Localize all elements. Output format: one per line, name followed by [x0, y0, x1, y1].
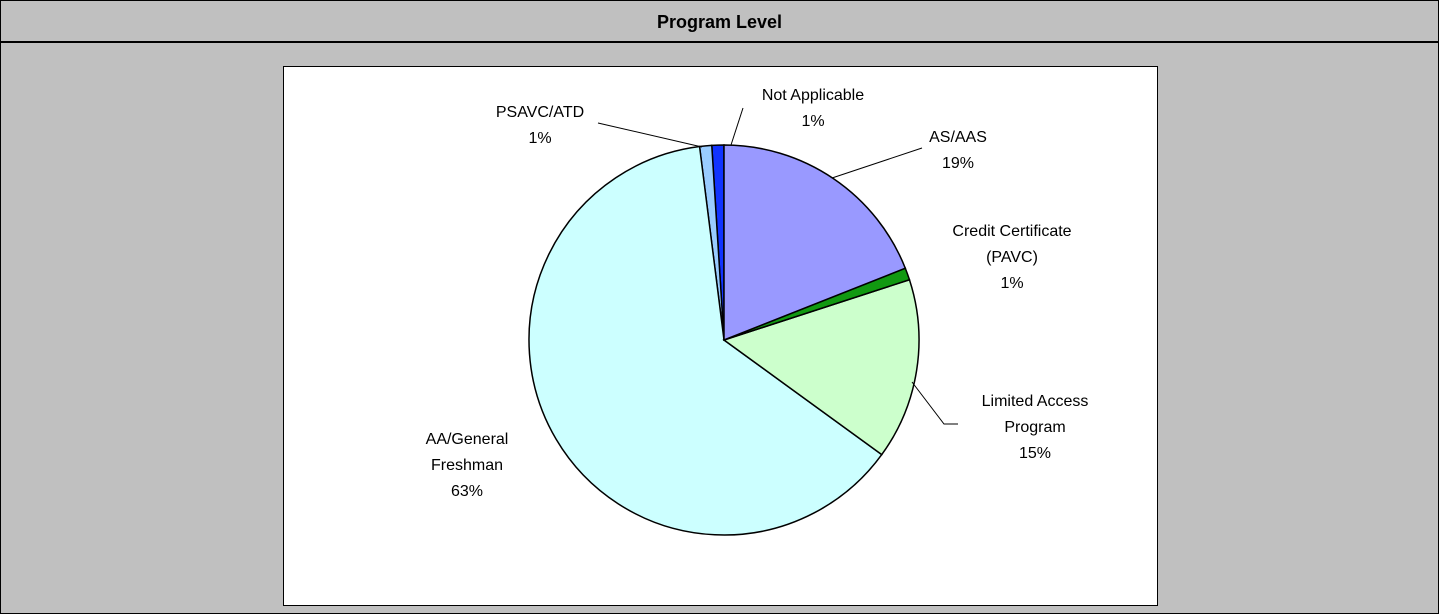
pie-slice — [722, 278, 920, 456]
value-label: 1% — [528, 130, 552, 147]
leader-line — [730, 107, 744, 146]
leader-line — [911, 381, 958, 425]
category-label: Credit Certificate (PAVC) — [952, 223, 1072, 266]
slice-label: AS/AAS 19% — [898, 125, 1018, 177]
slice-label: AA/General Freshman 63% — [417, 427, 517, 505]
value-label: 1% — [1000, 275, 1024, 292]
slice-label: Not Applicable 1% — [738, 83, 888, 135]
slice-label: PSAVC/ATD 1% — [480, 100, 600, 152]
leader-line — [597, 122, 703, 148]
slice-label: Limited Access Program 15% — [973, 389, 1098, 467]
pie-slice — [723, 144, 907, 342]
category-label: AS/AAS — [929, 129, 987, 146]
category-label: Not Applicable — [761, 87, 865, 104]
category-label: AA/General Freshman — [425, 431, 509, 474]
value-label: 1% — [801, 113, 825, 130]
category-label: PSAVC/ATD — [495, 104, 585, 121]
chart-title: Program Level — [1, 1, 1438, 43]
leader-lines — [597, 107, 958, 425]
value-label: 15% — [1018, 445, 1052, 462]
category-label: Limited Access Program — [981, 393, 1089, 436]
leader-line — [831, 147, 923, 179]
value-label: 63% — [450, 483, 484, 500]
pie-slice — [528, 145, 883, 536]
value-label: 19% — [941, 155, 975, 172]
slice-label: Credit Certificate (PAVC) 1% — [937, 219, 1087, 297]
